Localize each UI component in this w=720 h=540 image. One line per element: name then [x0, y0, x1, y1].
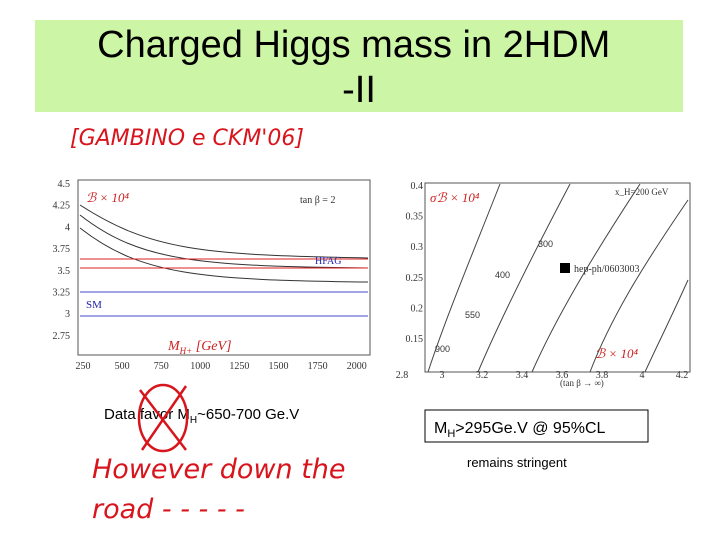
title-line: Charged Higgs mass in 2HDM [97, 24, 610, 66]
contour-label: 550 [465, 310, 480, 320]
x-label-main: M [167, 339, 181, 354]
x-tick-label: 1750 [308, 361, 328, 372]
y-tick-label: 4.5 [58, 179, 71, 190]
plot-label: ℬ × 10⁴ [86, 190, 129, 205]
y-tick-label: 0.35 [406, 212, 424, 223]
plot-label: σℬ × 10⁴ [430, 190, 480, 205]
contour [644, 279, 689, 373]
caption-box [424, 409, 649, 443]
plot-label: hep-ph/0603003 [574, 264, 640, 275]
x-tick-label: 750 [154, 361, 169, 372]
right-subcaption: remains stringent [467, 455, 567, 470]
cross-circle [137, 383, 189, 453]
handwritten-reference: [GAMBINO e CKM'06] [70, 126, 304, 151]
y-tick-label: 3.75 [53, 244, 71, 255]
x-tick-label: 3.4 [516, 370, 529, 381]
plot-label: HFAG [315, 256, 341, 267]
cross-line [140, 385, 188, 451]
x-tick-label: 3.6 [556, 370, 569, 381]
x-tick-label: 3.8 [596, 370, 609, 381]
x-tick-label: 3.2 [476, 370, 489, 381]
y-tick-label: 0.15 [406, 334, 424, 345]
y-tick-label: 0.4 [411, 181, 424, 192]
right-caption: MH>295Ge.V @ 95%CL [434, 420, 605, 440]
x-tick-label: 4 [640, 370, 645, 381]
plot-label: x_H=200 GeV [615, 187, 669, 197]
curve [79, 227, 369, 283]
plot-label: ℬ × 10⁴ [595, 346, 638, 361]
contour [427, 183, 501, 373]
x-tick-label: 1500 [269, 361, 289, 372]
left-caption: Data favor MH~650-700 Ge.V [104, 406, 299, 426]
y-tick-label: 2.75 [53, 331, 71, 342]
y-tick-label: 0.25 [406, 273, 424, 284]
right-plot: σℬ × 10⁴ x_H=200 GeV hep-ph/0603003 300 … [396, 181, 691, 388]
marker [560, 263, 570, 273]
caption-sub: H [447, 428, 455, 440]
contour [589, 199, 689, 373]
caption-part: M [434, 420, 447, 437]
handwritten-note: road - - - - - [92, 494, 245, 525]
contour-label: 400 [495, 270, 510, 280]
curve [79, 214, 369, 269]
x-tick-label: 2.8 [396, 370, 409, 381]
y-tick-label: 3.25 [53, 288, 71, 299]
curve [79, 204, 369, 259]
y-tick-label: 0.3 [411, 242, 424, 253]
title-box [35, 20, 683, 112]
left-plot: ℬ × 10⁴ tan β = 2 HFAG SM MH+ [GeV] 4.5 4… [53, 179, 371, 372]
y-tick-label: 3.5 [58, 266, 71, 277]
x-tick-label: 1000 [190, 361, 210, 372]
x-label-sub: H+ [179, 346, 193, 356]
x-tick-label: 1250 [229, 361, 249, 372]
y-tick-label: 4 [65, 222, 70, 233]
y-tick-label: 3 [65, 309, 70, 320]
y-tick-label: 4.25 [53, 201, 71, 212]
title-line: -II [342, 69, 376, 111]
x-axis-label: MH+ [GeV] [167, 339, 232, 356]
contour [477, 183, 571, 373]
caption-part: Data favor M [104, 406, 190, 423]
contour-label: 300 [538, 239, 553, 249]
plot-label: tan β = 2 [300, 195, 335, 206]
plot-frame [424, 182, 691, 373]
x-label-unit: [GeV] [192, 339, 231, 354]
contour [531, 183, 641, 373]
x-tick-label: 500 [115, 361, 130, 372]
plot-frame [77, 179, 371, 356]
x-tick-label: 4.2 [676, 370, 689, 381]
caption-part: ~650-700 Ge.V [197, 406, 299, 423]
cross-out [137, 383, 189, 453]
plot-label: SM [86, 299, 102, 311]
caption-part: >295Ge.V @ 95%CL [455, 420, 605, 437]
caption-sub: H [190, 415, 197, 426]
x-tick-label: 250 [76, 361, 91, 372]
x-tick-label: 2000 [347, 361, 367, 372]
x-axis-label: (tan β → ∞) [560, 378, 604, 388]
y-tick-label: 0.2 [411, 303, 424, 314]
x-tick-label: 3 [440, 370, 445, 381]
handwritten-note: However down the [92, 454, 346, 485]
slide-title: Charged Higgs mass in 2HDM -II [97, 24, 621, 111]
contour-label: 900 [435, 344, 450, 354]
